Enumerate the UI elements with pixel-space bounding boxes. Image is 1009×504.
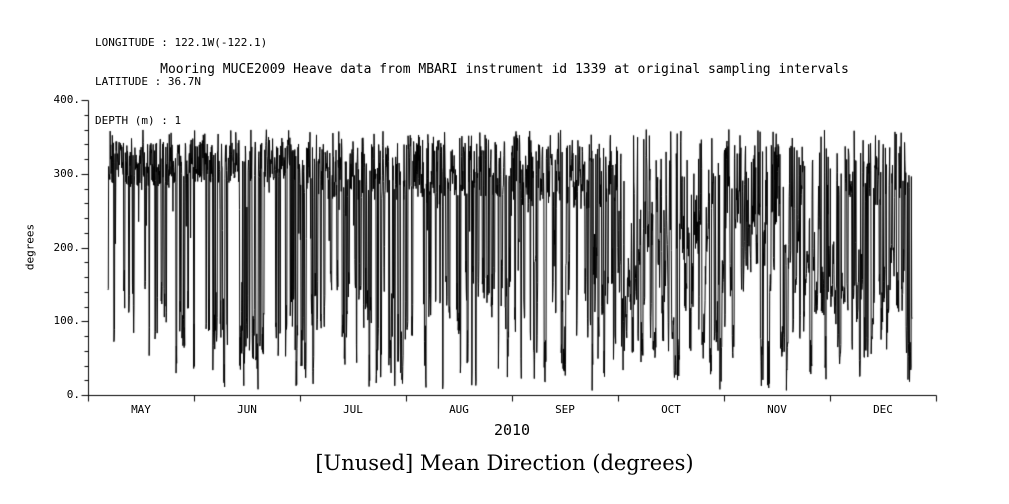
header-metadata: LONGITUDE : 122.1W(-122.1) LATITUDE : 36… [95, 10, 267, 153]
chart-title: Mooring MUCE2009 Heave data from MBARI i… [160, 62, 849, 77]
x-tick-label: AUG [449, 403, 469, 416]
x-tick-label: SEP [555, 403, 575, 416]
y-tick-label: 100. [53, 314, 81, 328]
latitude-label: LATITUDE : 36.7N [95, 75, 201, 88]
y-tick-label: 300. [53, 166, 81, 180]
y-tick-label: 400. [53, 93, 81, 106]
x-tick-label: NOV [767, 403, 787, 416]
y-tick-label: 0. [66, 388, 80, 401]
x-tick-label: MAY [131, 403, 151, 416]
x-tick-label: DEC [873, 403, 893, 416]
figure-caption: [Unused] Mean Direction (degrees) [315, 451, 694, 475]
x-axis-year-label: 2010 [493, 421, 531, 439]
y-tick-label: 200. [53, 240, 81, 254]
x-tick-label: OCT [661, 403, 681, 416]
x-tick-label: JUL [343, 403, 363, 416]
longitude-label: LONGITUDE : 122.1W(-122.1) [95, 36, 268, 49]
x-tick-label: JUN [237, 403, 257, 416]
depth-label: DEPTH (m) : 1 [95, 114, 182, 127]
